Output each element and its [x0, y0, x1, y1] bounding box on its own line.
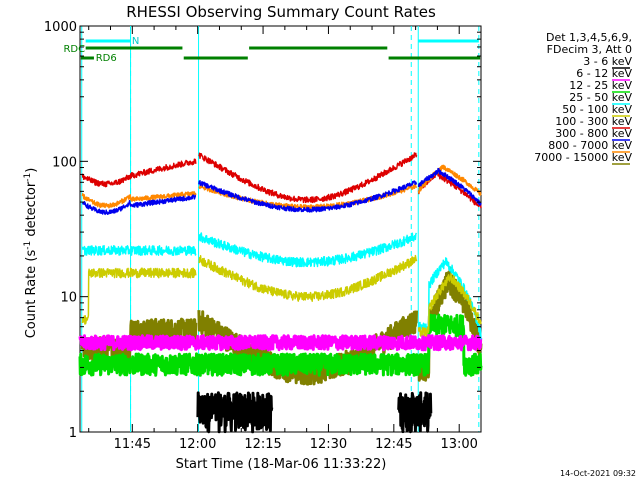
footer-timestamp: 14-Oct-2021 09:32: [560, 469, 636, 478]
series-0-trace-0: [196, 391, 274, 434]
y-tick-label-0: 1: [69, 426, 77, 441]
y-tick-label-1: 10: [60, 291, 77, 306]
y-axis-label: Count Rate (s-1 detector-1): [23, 168, 39, 339]
legend-header-line-1: Det 1,3,4,5,6,9,: [546, 31, 632, 44]
series-0-trace-1: [397, 391, 433, 434]
y-axis-label-sup-2: -1: [23, 173, 33, 182]
legend-label-3: 25 - 50 keV: [569, 91, 632, 104]
series-6-trace-2: [417, 167, 482, 206]
y-axis-label-end: ): [24, 168, 39, 173]
plot-frame: [79, 25, 482, 433]
series-4-trace-1: [198, 254, 418, 302]
series-5-trace-0: [81, 158, 197, 188]
x-axis-label: Start Time (18-Mar-06 11:33:22): [176, 457, 387, 472]
x-tick-label-5: 13:00: [440, 437, 477, 452]
legend-label-5: 100 - 300 keV: [555, 115, 632, 128]
legend-label-4: 50 - 100 keV: [562, 103, 632, 116]
series-4-trace-0: [81, 267, 197, 325]
legend-label-8: 7000 - 15000 keV: [534, 151, 632, 164]
legend-label-7: 800 - 7000 keV: [548, 139, 632, 152]
chart-title: RHESSI Observing Summary Count Rates: [126, 3, 436, 21]
series-3-trace-0: [81, 245, 197, 256]
plot-area: N RDC RD6 1 10 100 1000 11:45 12:00 12:15 12:30 12:…: [44, 20, 483, 452]
x-tick-label-1: 12:00: [179, 437, 216, 452]
y-axis-label-mid: detector: [24, 181, 39, 241]
series-4-trace-2: [417, 272, 482, 337]
legend-label-6: 300 - 800 keV: [555, 127, 632, 140]
y-tick-label-2: 100: [52, 155, 77, 170]
x-tick-label-4: 12:45: [375, 437, 412, 452]
series-1-trace-0: [78, 334, 483, 352]
series-3-trace-1: [198, 232, 418, 268]
legend-label-2: 12 - 25 keV: [569, 79, 632, 92]
y-tick-label-3: 1000: [44, 20, 77, 35]
x-tick-label-3: 12:30: [310, 437, 347, 452]
legend-label-0: 3 - 6 keV: [583, 55, 632, 68]
series-5-trace-1: [198, 152, 418, 204]
series-7-trace-2: [417, 164, 482, 196]
flag-rdc-label: RDC: [63, 44, 85, 55]
y-axis-label-base: Count Rate (s: [24, 250, 39, 339]
series-6-trace-0: [82, 194, 197, 216]
y-axis-label-sup-1: -1: [23, 241, 33, 250]
flag-n-label: N: [132, 36, 139, 47]
series-2-trace-0: [78, 313, 483, 377]
series-7-trace-0: [81, 190, 197, 209]
series-6-trace-1: [198, 179, 418, 213]
x-tick-label-2: 12:15: [244, 437, 281, 452]
x-tick-label-0: 11:45: [114, 437, 151, 452]
legend-label-1: 6 - 12 keV: [576, 67, 632, 80]
flag-rd6-label: RD6: [96, 53, 117, 64]
legend-header-line-2: FDecim 3, Att 0: [547, 43, 632, 56]
legend: Det 1,3,4,5,6,9, FDecim 3, Att 0 3 - 6 k…: [534, 31, 632, 165]
